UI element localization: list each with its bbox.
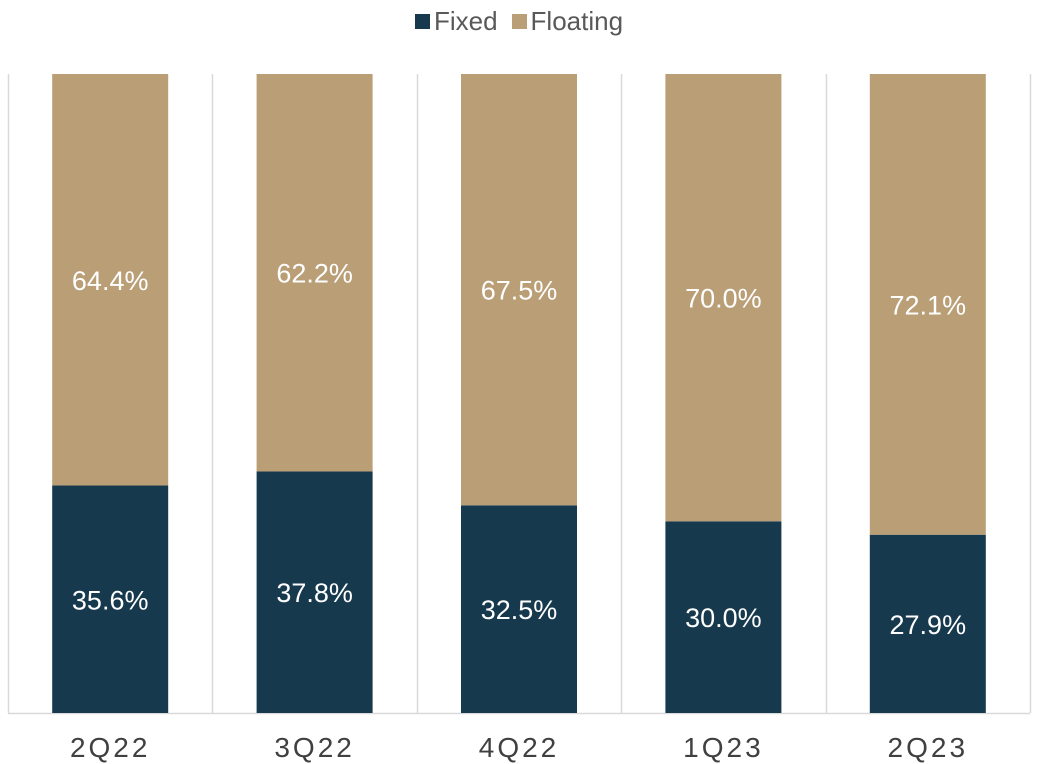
label-fixed-1Q23: 30.0% bbox=[685, 603, 762, 633]
label-floating-3Q22: 62.2% bbox=[276, 259, 353, 289]
legend-label-fixed: Fixed bbox=[433, 6, 498, 36]
bar-fixed-4Q22 bbox=[461, 505, 577, 713]
category-label-1Q23: 1Q23 bbox=[683, 732, 764, 763]
bar-fixed-1Q23 bbox=[665, 521, 782, 713]
label-fixed-4Q22: 32.5% bbox=[481, 595, 558, 625]
bar-floating-1Q23 bbox=[665, 74, 782, 522]
category-label-2Q22: 2Q22 bbox=[70, 732, 151, 763]
bar-fixed-2Q22 bbox=[52, 485, 169, 713]
legend-item-floating: Floating bbox=[511, 6, 624, 36]
category-label-3Q22: 3Q22 bbox=[274, 732, 355, 763]
label-floating-1Q23: 70.0% bbox=[685, 284, 762, 314]
legend: Fixed Floating bbox=[0, 4, 1038, 38]
label-fixed-2Q22: 35.6% bbox=[72, 585, 149, 615]
category-label-2Q23: 2Q23 bbox=[888, 732, 969, 763]
label-fixed-3Q22: 37.8% bbox=[276, 578, 353, 608]
bar-fixed-3Q22 bbox=[256, 471, 373, 713]
label-floating-2Q23: 72.1% bbox=[890, 290, 967, 320]
label-floating-4Q22: 67.5% bbox=[481, 276, 558, 306]
bar-floating-2Q23 bbox=[869, 74, 986, 535]
bar-fixed-2Q23 bbox=[869, 534, 986, 713]
legend-swatch-fixed bbox=[414, 13, 430, 29]
legend-label-floating: Floating bbox=[530, 6, 624, 36]
legend-swatch-floating bbox=[511, 13, 527, 29]
label-fixed-2Q23: 27.9% bbox=[890, 610, 967, 640]
legend-item-fixed: Fixed bbox=[414, 6, 498, 36]
bar-floating-4Q22 bbox=[461, 74, 577, 506]
bar-floating-2Q22 bbox=[52, 74, 169, 486]
category-label-4Q22: 4Q22 bbox=[479, 732, 560, 763]
bar-floating-3Q22 bbox=[256, 74, 373, 472]
label-floating-2Q22: 64.4% bbox=[72, 266, 149, 296]
